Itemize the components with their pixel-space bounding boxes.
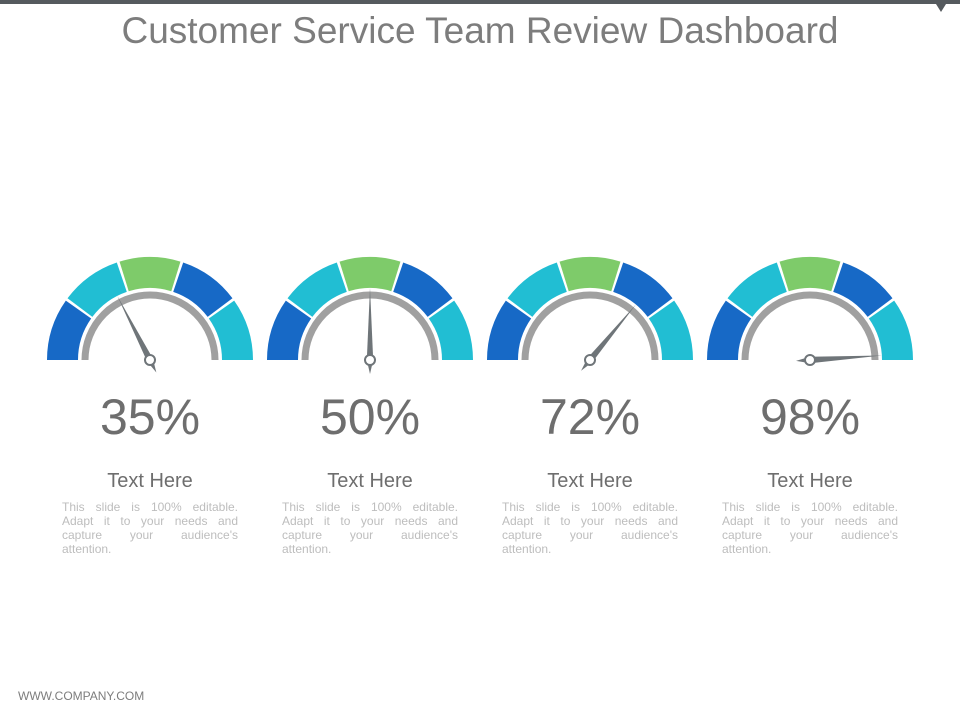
gauge-segment [67,262,127,317]
gauge-inner-ring [521,291,659,361]
gauge-segment [707,300,752,360]
gauge-card: 35% Text Here This slide is 100% editabl… [40,250,260,570]
speedometer-gauge [47,257,253,373]
gauge-segment [727,262,787,317]
gauge-value: 98% [759,389,861,445]
gauge-heading: Text Here [107,470,193,492]
corner-triangle-icon [936,4,946,12]
gauge-card: 98% Text Here This slide is 100% editabl… [700,250,920,570]
gauge-value: 72% [539,389,641,445]
gauge-heading: Text Here [547,470,633,492]
speedometer-gauge [707,257,913,366]
top-bar [0,0,960,4]
gauge-inner-ring [741,291,879,361]
gauge-segment [613,262,673,317]
gauge-needle [796,355,882,364]
gauge-card: 50% Text Here This slide is 100% editabl… [260,250,480,570]
gauge-segment [267,300,312,360]
gauge-card: 72% Text Here This slide is 100% editabl… [480,250,700,570]
gauge-value: 50% [319,389,421,445]
gauge-segment [487,300,532,360]
gauge-heading: Text Here [327,470,413,492]
gauge-needle-pivot [804,354,816,366]
gauge-segment [428,300,473,360]
gauge-segment [339,257,401,292]
gauge-segment [393,262,453,317]
gauge-value: 35% [99,389,201,445]
gauge-segment [208,300,253,360]
gauge-description: This slide is 100% editable. Adapt it to… [62,500,238,556]
gauge-needle-pivot [364,354,376,366]
gauge-segment [559,257,621,292]
gauge-segment [648,300,693,360]
gauge-needle-pivot [144,354,156,366]
gauge-segment [173,262,233,317]
gauge-description: This slide is 100% editable. Adapt it to… [282,500,458,556]
gauge-segment [833,262,893,317]
gauge-description: This slide is 100% editable. Adapt it to… [722,500,898,556]
speedometer-gauge [267,257,473,374]
gauge-segment [287,262,347,317]
footer-website: WWW.COMPANY.COM [18,689,145,703]
page-title: Customer Service Team Review Dashboard [121,10,839,51]
gauge-needle-pivot [584,354,596,366]
speedometer-gauge [487,257,693,371]
gauge-row: 35% Text Here This slide is 100% editabl… [0,250,960,570]
gauge-needle [581,304,636,371]
gauge-segment [47,300,92,360]
gauge-segment [507,262,567,317]
gauge-needle [117,295,157,373]
gauge-segment [119,257,181,292]
gauge-description: This slide is 100% editable. Adapt it to… [502,500,678,556]
gauge-inner-ring [81,291,219,361]
gauge-segment [779,257,841,292]
gauge-segment [868,300,913,360]
gauge-heading: Text Here [767,470,853,492]
gauge-needle [366,288,374,374]
